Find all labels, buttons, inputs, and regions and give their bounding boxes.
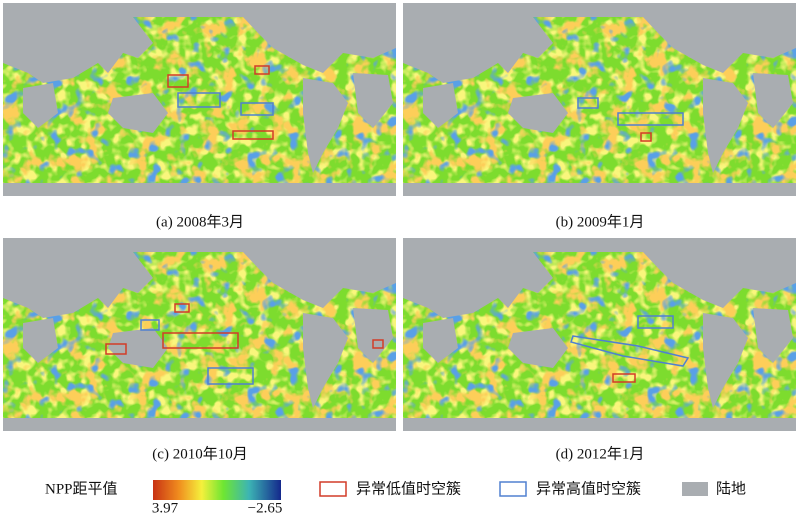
panel-caption: (d) 2012年1月 — [556, 445, 645, 462]
legend-label: 陆地 — [716, 480, 746, 497]
map-panel-d — [403, 238, 796, 431]
colorbar-tick-label: 3.97 — [152, 500, 179, 516]
colorbar-ticks: 3.97 −2.65 — [152, 500, 282, 516]
panel-caption: (c) 2010年10月 — [152, 445, 247, 462]
panel-caption: (b) 2009年1月 — [556, 213, 645, 230]
legend-swatch — [499, 481, 527, 497]
legend-title: NPP距平值 — [45, 480, 118, 497]
map-panel-a — [3, 3, 396, 196]
legend: NPP距平值 3.97 −2.65 异常低值时空簇 异常高值时空簇 陆地 — [45, 479, 746, 516]
map-panel-b — [403, 3, 796, 196]
legend-swatch — [682, 482, 708, 496]
panel-caption: (a) 2008年3月 — [156, 213, 244, 230]
colorbar-tick-label: −2.65 — [248, 500, 283, 516]
colorbar — [153, 480, 281, 500]
legend-swatch — [319, 481, 347, 497]
legend-label: 异常高值时空簇 — [536, 479, 641, 497]
map-panel-c — [3, 238, 396, 431]
legend-label: 异常低值时空簇 — [356, 479, 461, 497]
